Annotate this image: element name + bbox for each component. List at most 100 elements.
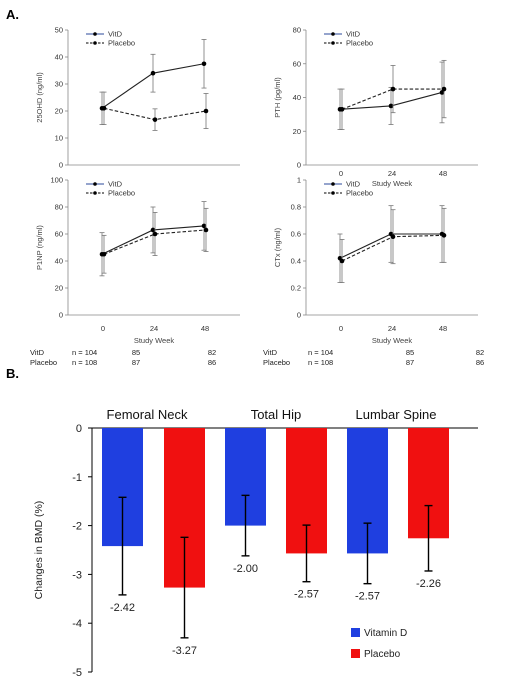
series-line bbox=[103, 229, 207, 255]
y-tick-label: 0.6 bbox=[291, 230, 301, 239]
y-tick-label: -5 bbox=[72, 667, 82, 679]
y-axis-label: PTH (pg/ml) bbox=[273, 77, 282, 118]
line-chart-4: 0 0.2 0.4 0.6 0.8 1 CTx (ng/ml) 0 24 48 Study Week… bbox=[273, 176, 478, 345]
n-cell: 82 bbox=[476, 348, 484, 357]
data-point bbox=[203, 108, 209, 114]
data-point bbox=[390, 86, 396, 92]
series-placebo bbox=[339, 207, 447, 284]
y-tick-label: 40 bbox=[55, 53, 63, 62]
data-label: -2.57 bbox=[355, 591, 380, 603]
n-cell: n = 104 bbox=[308, 348, 333, 357]
n-cell: 86 bbox=[476, 358, 484, 367]
x-tick-label: 48 bbox=[201, 324, 209, 333]
data-point bbox=[201, 223, 207, 229]
legend-marker-vitd bbox=[93, 182, 97, 186]
legend-label-placebo: Placebo bbox=[108, 189, 135, 198]
y-tick-label: 20 bbox=[55, 107, 63, 116]
series-vitd bbox=[337, 205, 445, 284]
x-axis-label: Study Week bbox=[372, 336, 413, 345]
n-row-label-right: VitD bbox=[263, 348, 278, 357]
legend-marker-vitd bbox=[93, 32, 97, 36]
y-tick-label: -3 bbox=[72, 569, 82, 581]
y-tick-label: 0 bbox=[297, 161, 301, 170]
data-label: -2.26 bbox=[416, 578, 441, 590]
y-axis-label: P1NP (ng/ml) bbox=[35, 225, 44, 270]
series-vitd bbox=[99, 201, 207, 277]
data-point bbox=[152, 117, 158, 122]
data-point bbox=[201, 61, 207, 67]
y-tick-label: 30 bbox=[55, 80, 63, 89]
legend-swatch-placebo bbox=[351, 649, 360, 658]
series-vitd bbox=[337, 61, 445, 130]
data-label: -2.57 bbox=[294, 589, 319, 601]
series-placebo bbox=[101, 207, 209, 274]
data-point bbox=[439, 90, 445, 95]
x-axis-label: Study Week bbox=[134, 336, 175, 345]
n-cell: 87 bbox=[406, 358, 414, 367]
y-tick-label: 60 bbox=[55, 230, 63, 239]
legend-label-placebo: Placebo bbox=[108, 39, 135, 48]
data-point bbox=[150, 70, 156, 76]
legend-label-vitd: VitD bbox=[108, 180, 123, 189]
n-cell: n = 108 bbox=[72, 358, 97, 367]
y-tick-label: 0 bbox=[59, 161, 63, 170]
category-label: Total Hip bbox=[251, 407, 302, 422]
data-label: -3.27 bbox=[172, 645, 197, 657]
x-tick-label: 24 bbox=[388, 169, 396, 178]
n-cell: 85 bbox=[132, 348, 140, 357]
legend-marker-placebo bbox=[93, 41, 97, 45]
n-cell: n = 108 bbox=[308, 358, 333, 367]
data-point bbox=[390, 234, 396, 239]
series-placebo bbox=[339, 59, 447, 130]
panel-b-bar-chart: 0 -1 -2 -3 -4 -5 Changes in BMD (%) Femoral Nec… bbox=[33, 407, 478, 679]
x-tick-label: 0 bbox=[339, 324, 343, 333]
y-tick-label: -1 bbox=[72, 472, 82, 484]
category-label: Femoral Neck bbox=[107, 407, 188, 422]
legend-marker-placebo bbox=[331, 191, 335, 195]
data-point bbox=[441, 86, 447, 92]
y-axis-label: Changes in BMD (%) bbox=[33, 501, 45, 600]
panel-b-label: B. bbox=[6, 366, 19, 381]
data-label: -2.00 bbox=[233, 563, 258, 575]
x-axis-label: Study Week bbox=[372, 179, 413, 188]
data-point bbox=[152, 231, 158, 237]
legend-marker-placebo bbox=[93, 191, 97, 195]
n-cell: n = 104 bbox=[72, 348, 97, 357]
legend-label-vitd: VitD bbox=[346, 30, 361, 39]
y-axis-label: CTx (ng/ml) bbox=[273, 227, 282, 267]
y-tick-label: -4 bbox=[72, 618, 82, 630]
y-tick-label: 20 bbox=[55, 284, 63, 293]
series-placebo bbox=[101, 91, 209, 131]
n-cell: 87 bbox=[132, 358, 140, 367]
y-tick-label: 10 bbox=[55, 134, 63, 143]
n-row-label-left: VitD bbox=[30, 348, 45, 357]
data-point bbox=[339, 258, 345, 264]
y-tick-label: 40 bbox=[293, 93, 301, 102]
y-tick-label: 80 bbox=[55, 203, 63, 212]
data-label: -2.42 bbox=[110, 602, 135, 614]
series-line bbox=[341, 88, 444, 110]
legend-label-placebo: Placebo bbox=[346, 39, 373, 48]
legend-label-placebo: Placebo bbox=[364, 649, 401, 660]
data-point bbox=[203, 227, 209, 233]
y-tick-label: 100 bbox=[50, 176, 63, 185]
y-tick-label: 20 bbox=[293, 127, 301, 136]
n-row-label-right: Placebo bbox=[263, 358, 290, 367]
n-row-label-left: Placebo bbox=[30, 358, 57, 367]
y-tick-label: 0 bbox=[76, 423, 82, 435]
x-tick-label: 24 bbox=[150, 324, 158, 333]
x-tick-label: 48 bbox=[439, 169, 447, 178]
data-point bbox=[150, 227, 156, 233]
data-point bbox=[388, 103, 394, 109]
legend-swatch-vitamin-d bbox=[351, 628, 360, 637]
sample-size-table: VitD VitD n = 104 n = 104 85 85 82 82 Placebo Pla… bbox=[30, 348, 484, 367]
legend-label-vitd: VitD bbox=[346, 180, 361, 189]
x-tick-label: 24 bbox=[388, 324, 396, 333]
legend-label-placebo: Placebo bbox=[346, 189, 373, 198]
legend-label-vitamin-d: Vitamin D bbox=[364, 628, 407, 639]
y-tick-label: 0 bbox=[297, 311, 301, 320]
